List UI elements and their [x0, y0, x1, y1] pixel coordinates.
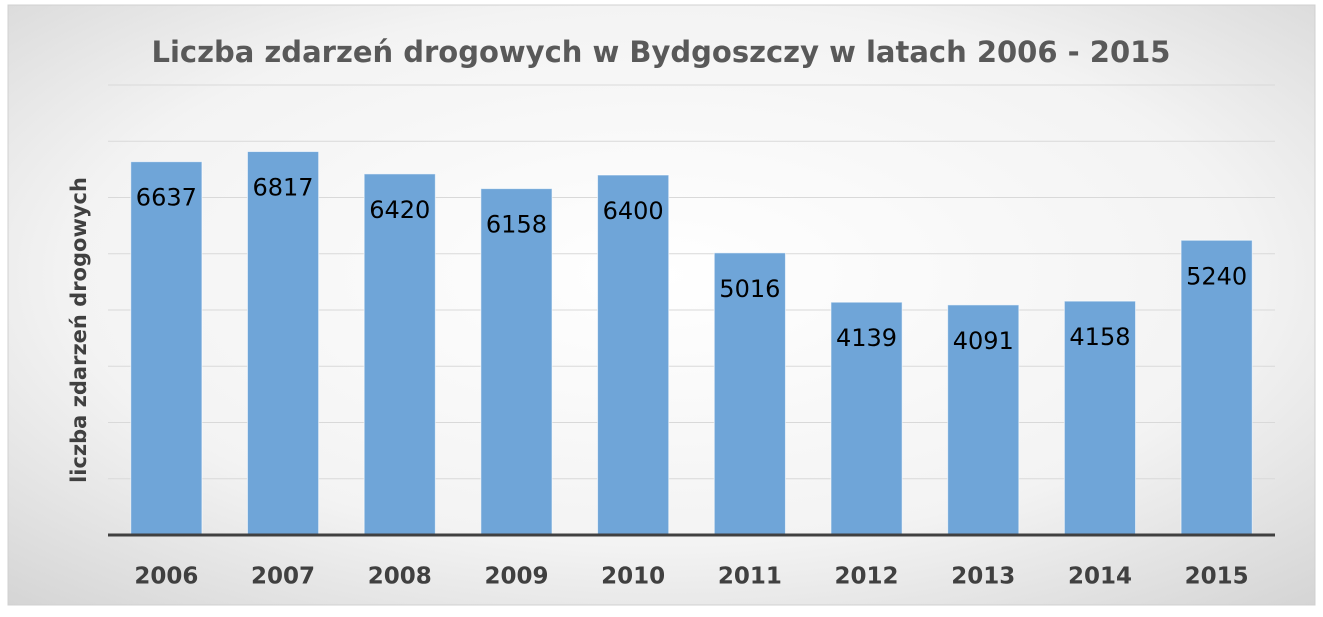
x-tick-label: 2015	[1185, 564, 1249, 590]
x-tick-label: 2010	[601, 564, 665, 590]
x-tick-label: 2007	[251, 564, 315, 590]
data-label: 6420	[369, 196, 430, 224]
chart-title: Liczba zdarzeń drogowych w Bydgoszczy w …	[152, 35, 1171, 69]
x-tick-label: 2013	[951, 564, 1015, 590]
bar	[1180, 239, 1253, 536]
data-label: 4139	[836, 324, 897, 352]
x-tick-label: 2006	[134, 564, 198, 590]
data-label: 6158	[486, 211, 547, 239]
bar	[480, 188, 553, 536]
data-label: 6637	[136, 184, 197, 212]
data-label: 4158	[1069, 323, 1130, 351]
x-tick-label: 2012	[835, 564, 899, 590]
y-axis-title: liczba zdarzeń drogowych	[67, 177, 91, 483]
x-tick-label: 2014	[1068, 564, 1132, 590]
data-label: 4091	[953, 327, 1014, 355]
x-tick-label: 2008	[368, 564, 432, 590]
x-tick-label: 2009	[484, 564, 548, 590]
bar	[597, 174, 670, 536]
bar	[246, 151, 320, 536]
bar	[363, 173, 436, 536]
data-label: 6817	[253, 174, 314, 202]
data-label: 5240	[1186, 262, 1247, 290]
bar	[130, 161, 203, 536]
data-label: 5016	[719, 275, 780, 303]
x-tick-label: 2011	[718, 564, 782, 590]
data-label: 6400	[603, 197, 664, 225]
